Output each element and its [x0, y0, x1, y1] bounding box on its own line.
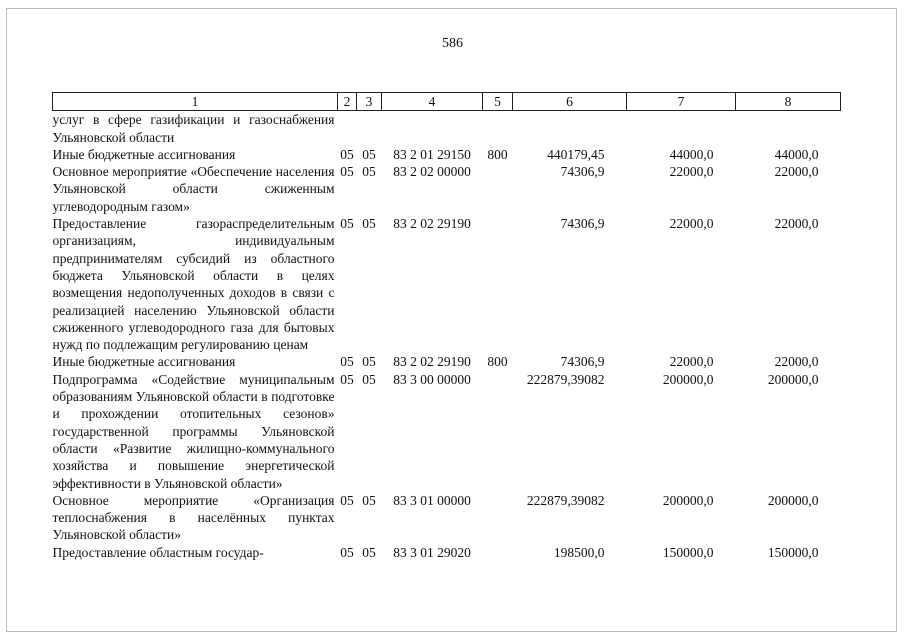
table-cell: 150000,0	[767, 544, 819, 560]
table-cell: 200000,0	[662, 492, 714, 508]
table-cell: 74306,9	[560, 216, 605, 232]
table-cell	[513, 111, 627, 146]
table-cell	[382, 111, 483, 146]
table-cell: 22000,0	[774, 164, 819, 180]
table-cell: 05	[340, 354, 354, 370]
table-cell: 22000,0	[669, 354, 714, 370]
table-cell	[483, 544, 513, 561]
table-row: Предоставление областным государ- 05 05 83 …	[53, 544, 841, 561]
table-cell: 200000,0	[662, 371, 714, 387]
table-row: услуг в сфере газификации и газоснабжени…	[53, 111, 841, 146]
item-name: Предоставление областным государ-	[52, 544, 264, 560]
item-name: услуг в сфере газификации и газоснабжени…	[52, 112, 335, 145]
header-cell: 6	[512, 91, 627, 112]
table-cell	[483, 215, 513, 353]
table-cell: 05	[362, 164, 376, 180]
table-cell: 222879,39082	[526, 371, 605, 387]
header-cell: 5	[482, 91, 513, 112]
table-cell: 05	[362, 371, 376, 387]
table-cell: 05	[362, 354, 376, 370]
item-name: Основное мероприятие «Организация теплос…	[52, 492, 335, 543]
table-cell: 44000,0	[669, 146, 714, 162]
table-cell: 83 3 01 29020	[393, 544, 471, 560]
table-cell: 05	[362, 216, 376, 232]
item-name: Основное мероприятие «Обеспечение населе…	[52, 164, 335, 214]
table-cell: 22000,0	[774, 216, 819, 232]
table-cell: 150000,0	[662, 544, 714, 560]
table-cell: 74306,9	[560, 354, 605, 370]
table-cell: 05	[340, 146, 354, 162]
table-cell: 22000,0	[669, 164, 714, 180]
table-cell	[483, 111, 513, 146]
page-frame	[6, 8, 897, 632]
item-name: Подпрограмма «Содействие муниципальным о…	[52, 371, 335, 491]
table-row: Предоставление газораспределительным орг…	[53, 215, 841, 353]
table-row: Подпрограмма «Содействие муниципальным о…	[53, 371, 841, 492]
table-cell: 22000,0	[774, 354, 819, 370]
table-cell: 200000,0	[767, 492, 819, 508]
table-cell	[627, 111, 736, 146]
table-cell	[736, 111, 841, 146]
item-name: Предоставление газораспределительным орг…	[52, 216, 335, 353]
table-cell	[357, 111, 382, 146]
table-cell: 222879,39082	[526, 492, 605, 508]
header-cell: 2	[337, 91, 357, 112]
table-cell: 05	[340, 164, 354, 180]
table-row: Иные бюджетные ассигнования 05 05 83 2 01 2…	[53, 146, 841, 163]
table-cell	[483, 492, 513, 544]
table-cell: 83 3 01 00000	[393, 492, 471, 508]
table-row: Основное мероприятие «Организация теплос…	[53, 492, 841, 544]
table-cell	[338, 111, 357, 146]
table-cell: 05	[340, 492, 354, 508]
header-cell: 7	[626, 91, 736, 112]
table-cell: 83 2 02 29190	[393, 216, 471, 232]
table-cell: 198500,0	[553, 544, 605, 560]
table-cell: 44000,0	[774, 146, 819, 162]
table-cell: 83 2 01 29150	[393, 146, 471, 162]
table-cell: 22000,0	[669, 216, 714, 232]
header-cell: 3	[356, 91, 382, 112]
table-row: Иные бюджетные ассигнования 05 05 83 2 02 2…	[53, 353, 841, 370]
item-name: Иные бюджетные ассигнования	[52, 146, 236, 162]
table-cell: 83 3 00 00000	[393, 371, 471, 387]
table-row: Основное мероприятие «Обеспечение населе…	[53, 163, 841, 215]
table-cell: 05	[340, 544, 354, 560]
table-cell: 05	[362, 544, 376, 560]
table-cell	[483, 371, 513, 492]
table-cell: 05	[362, 492, 376, 508]
table-cell: 05	[362, 146, 376, 162]
header-cell: 8	[735, 91, 841, 112]
table-cell: 800	[487, 354, 508, 370]
table-cell: 200000,0	[767, 371, 819, 387]
table-cell: 440179,45	[547, 146, 605, 162]
item-name: Иные бюджетные ассигнования	[52, 354, 236, 370]
header-cell: 4	[381, 91, 483, 112]
table-cell	[483, 163, 513, 215]
table-cell: 05	[340, 216, 354, 232]
table-cell: 800	[487, 146, 508, 162]
table-cell: 83 2 02 00000	[393, 164, 471, 180]
table-cell: 83 2 02 29190	[393, 354, 471, 370]
table-cell: 74306,9	[560, 164, 605, 180]
page-number: 586	[442, 36, 463, 51]
header-cell: 1	[52, 91, 338, 112]
table-cell: 05	[340, 371, 354, 387]
